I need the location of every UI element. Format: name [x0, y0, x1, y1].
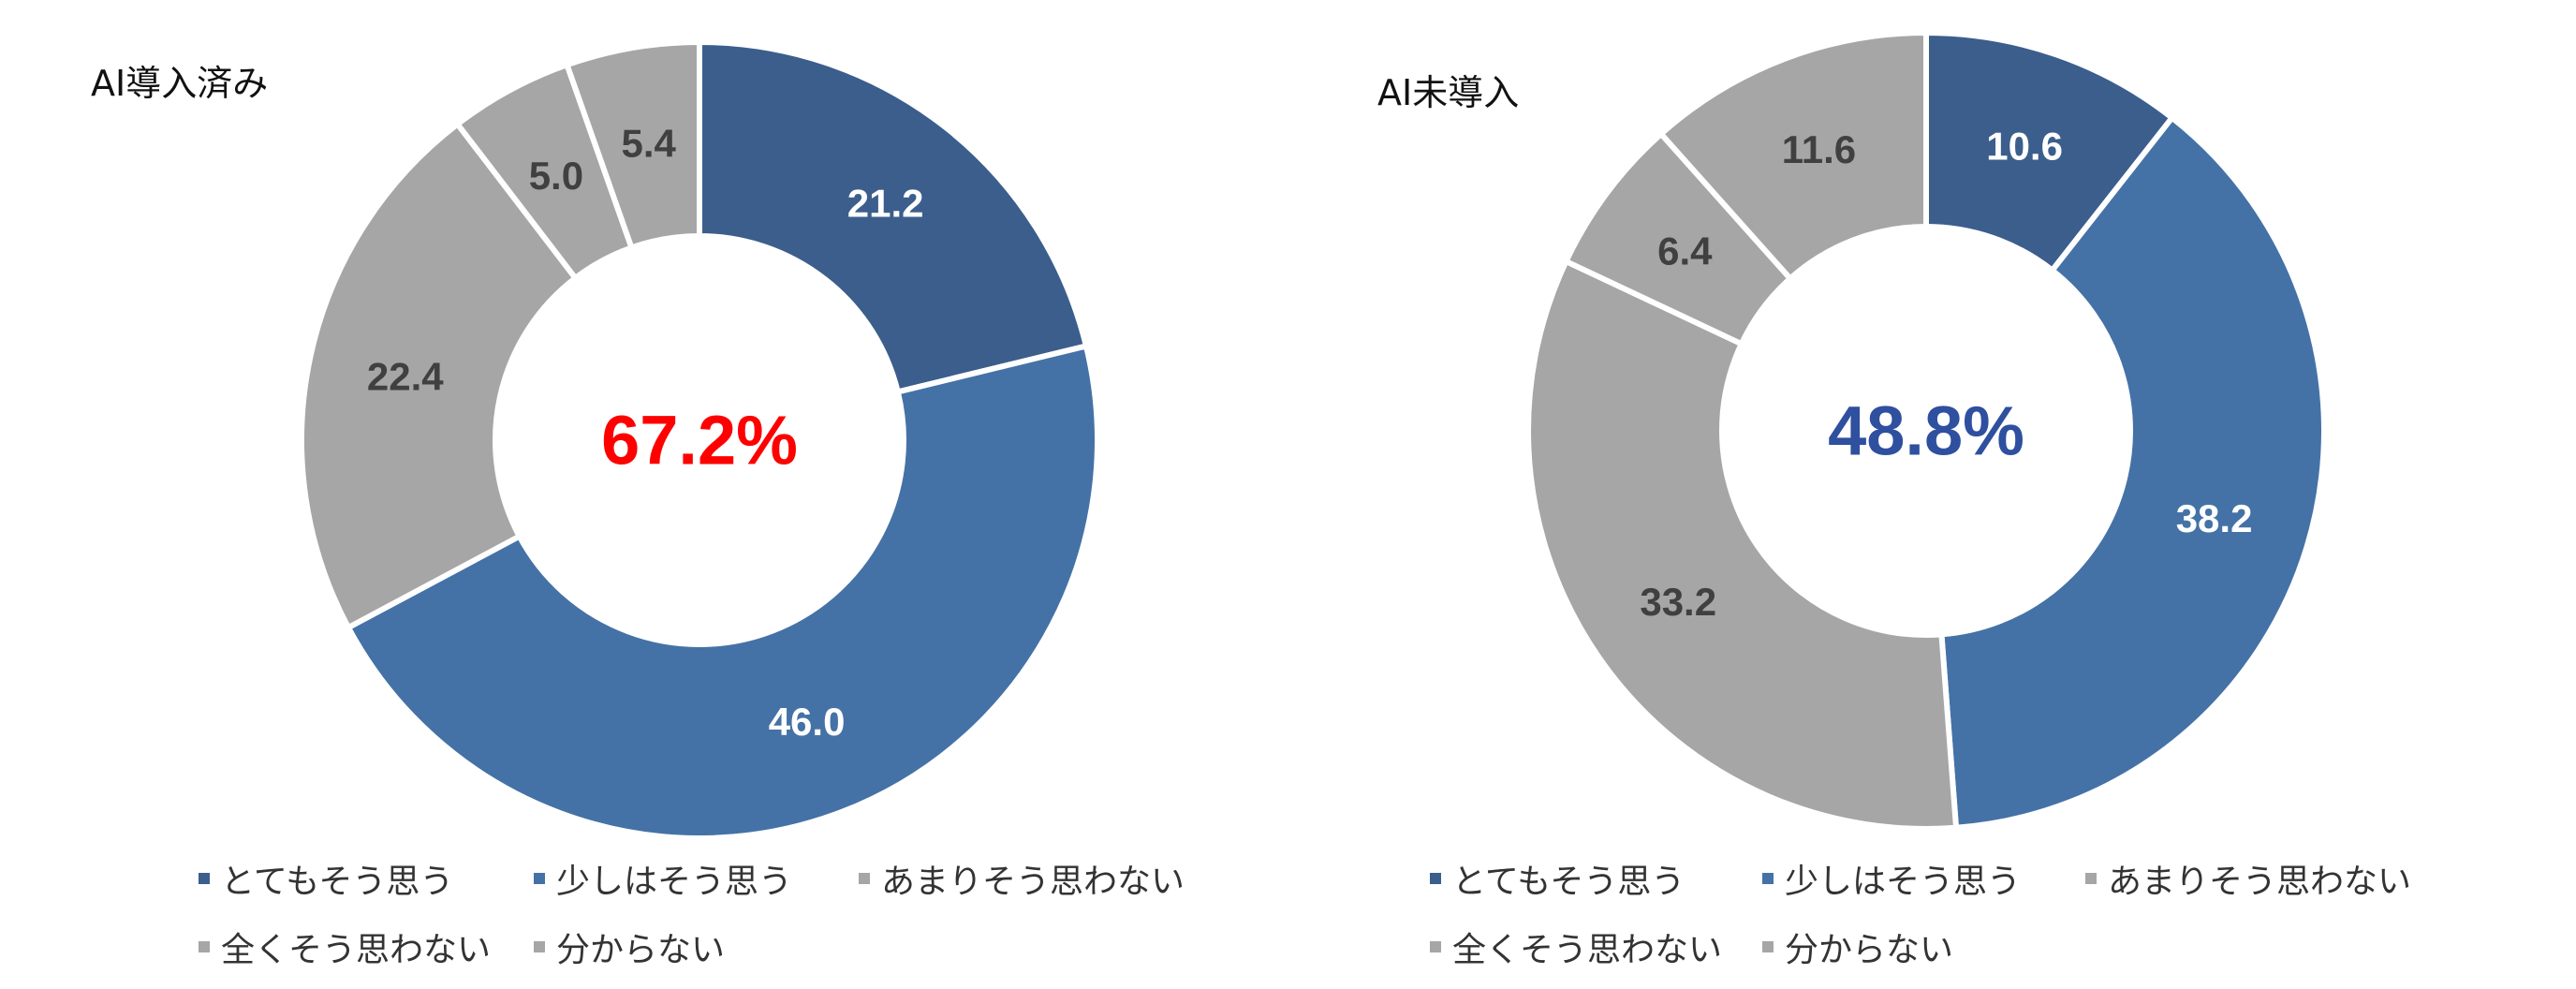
legend-item: 少しはそう思う — [1762, 854, 2021, 903]
legend-label: あまりそう思わない — [2108, 863, 2412, 901]
center-label: 67.2% — [601, 402, 798, 480]
legend-label: 少しはそう思う — [556, 863, 793, 901]
legend-label: とてもそう思う — [1452, 863, 1685, 901]
center-label: 48.8% — [1828, 392, 2024, 470]
data-label: 5.4 — [622, 122, 677, 166]
donut-slice — [1656, 29, 1929, 283]
legend-item: 全くそう思わない — [1430, 923, 1722, 971]
data-label: 46.0 — [769, 700, 846, 744]
legend-label: とてもそう思う — [221, 863, 454, 901]
legend-label: 全くそう思わない — [1452, 931, 1723, 969]
legend-item: 全くそう思わない — [199, 923, 491, 971]
legend-marker-icon — [199, 873, 210, 884]
legend-marker-icon — [534, 941, 545, 952]
legend-marker-icon — [1430, 873, 1441, 884]
legend-label: 全くそう思わない — [221, 931, 492, 969]
legend-item: とてもそう思う — [1430, 854, 1685, 903]
chart-title: AI未導入 — [1377, 72, 1520, 113]
legend-marker-icon — [534, 873, 545, 884]
legend-marker-icon — [1762, 941, 1774, 952]
legend-label: 分からない — [556, 931, 726, 969]
legend-marker-icon — [1430, 941, 1441, 952]
legend-marker-icon — [199, 941, 210, 952]
data-label: 33.2 — [1640, 580, 1716, 624]
data-label: 21.2 — [847, 182, 924, 226]
data-label: 5.0 — [529, 154, 583, 198]
data-label: 22.4 — [367, 354, 444, 398]
legend-item: 分からない — [1762, 923, 1953, 971]
chart-panel-ai-adopted: AI導入済み 21.2 46.0 22.4 5.0 5.4 67.2% とてもそう思う 少… — [91, 38, 1185, 971]
data-label: 10.6 — [1986, 125, 2063, 169]
legend-item: あまりそう思わない — [859, 854, 1185, 903]
data-label: 11.6 — [1782, 127, 1856, 171]
legend-marker-icon — [2085, 873, 2097, 884]
donut-chart: 10.6 38.2 33.2 6.4 11.6 48.8% — [1525, 29, 2327, 832]
legend-label: あまりそう思わない — [881, 863, 1185, 901]
donut-slice — [1923, 29, 2176, 274]
legend-label: 少しはそう思う — [1785, 863, 2022, 901]
legend-item: あまりそう思わない — [2085, 854, 2411, 903]
legend-item: 少しはそう思う — [534, 854, 792, 903]
legend-label: 分からない — [1785, 931, 1954, 969]
donut-slice — [1525, 258, 1960, 832]
donut-slice — [344, 342, 1100, 841]
donut-slice — [1938, 113, 2327, 832]
chart-title: AI導入済み — [91, 63, 269, 104]
chart-panel-ai-not-adopted: AI未導入 10.6 38.2 33.2 6.4 11.6 48.8% とてもそう思う 少… — [1288, 0, 2575, 989]
data-label: 6.4 — [1657, 229, 1713, 273]
donut-slice — [563, 38, 702, 252]
legend-marker-icon — [859, 873, 870, 884]
legend-item: とてもそう思う — [199, 854, 453, 903]
donut-chart: 21.2 46.0 22.4 5.0 5.4 67.2% — [299, 38, 1100, 841]
donut-slice — [299, 120, 580, 632]
legend-item: 分からない — [534, 923, 725, 971]
legend-marker-icon — [1762, 873, 1774, 884]
donut-slice — [697, 38, 1090, 396]
data-label: 38.2 — [2176, 496, 2253, 540]
